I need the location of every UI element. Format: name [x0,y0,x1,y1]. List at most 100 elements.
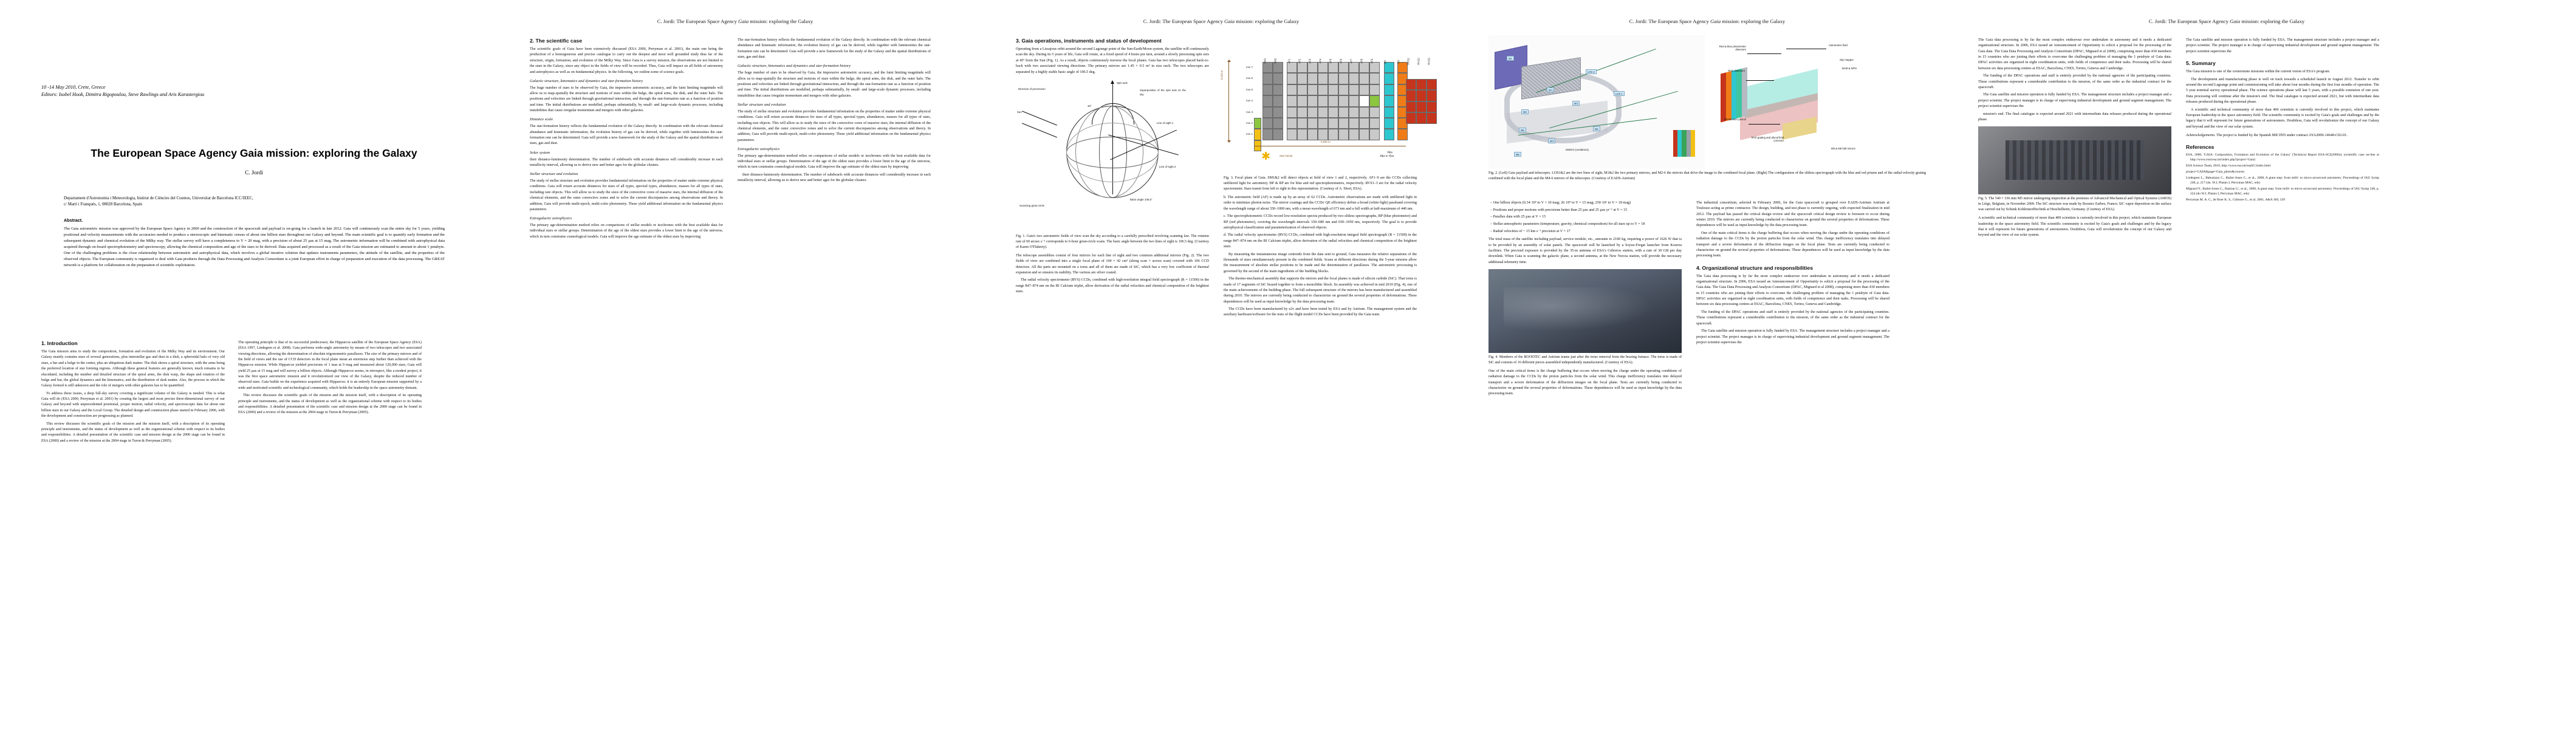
ccd-cell [1328,106,1338,118]
sun-ray-line [1022,123,1057,138]
wfs1-cell [1254,118,1261,129]
focal-plane-row-labels: row 7 row 6 row 5 row 4 row 3 row 2 row … [1235,62,1253,140]
ccd-cell [1397,73,1408,84]
ccd-cell [1349,73,1359,84]
ccd-cell [1349,95,1359,107]
ccd-cell [1262,117,1273,129]
ccd-cell [1338,106,1349,118]
label-los2: LOS 2 [1586,69,1597,74]
page-2: C. Jordi: The European Space Agency Gaia… [492,0,978,729]
ccd-cell [1328,129,1338,140]
paragraph: The Gaia satellite and mission operation… [2186,38,2379,53]
page1-column-1: 1. Introduction The Gaia mission aims to… [41,340,225,705]
ccd-cell [1338,95,1349,107]
af-column [1328,62,1338,140]
row-label: row 4 [1245,99,1253,103]
column-label: RVS3 [1427,58,1431,65]
ccd-cell [1262,73,1273,84]
ccd-cell [1338,62,1349,74]
paragraph: The primary age-determination method rel… [530,224,723,239]
bullet-text: Stellar atmospheric parameters (temperat… [1493,222,1645,227]
det-cyan [1731,69,1737,120]
ccd-cell [1369,129,1380,140]
column-label: AF4 [1318,58,1322,64]
ccd-cell [1384,84,1394,96]
header-suffix: mission: exploring the Galaxy [1721,18,1786,24]
subsection-heading: Galactic structure, kinematics and dynam… [738,64,851,69]
spin-axis-arrow-icon [1111,80,1114,84]
ccd-cell [1273,73,1283,84]
section-heading-operations: 3. Gaia operations, instruments and stat… [1016,38,1162,44]
subsection-heading: Galactic structure, kinematics and dynam… [530,78,643,83]
paragraph: The radial velocity spectrometer (RVS) C… [1016,278,1209,294]
sun-ray-line [1022,111,1057,126]
abstract-heading: Abstract. [64,217,83,223]
ccd-cell [1349,84,1359,96]
header-prefix: C. Jordi: The European Space Agency [2148,18,2230,24]
subsection-heading: Stellar structure and evolution [530,172,578,177]
subsection-heading: Extragalactic astrophysics [738,146,780,151]
reference-item: Lindegren L., Babusiaux C., Bailer-Jones… [2186,176,2379,185]
ccd-cell [1318,95,1328,107]
subsection-heading: Stellar structure and evolution [738,102,786,107]
section-heading-introduction: 1. Introduction [41,340,78,346]
paragraph: This review discusses the scientific goa… [238,394,422,415]
astrometric-field-block [1287,62,1380,140]
annot-astrometric-field: Astrometric field [1829,44,1848,47]
acknowledgements-text: The project is funded by the Spanish MIC… [2216,133,2348,137]
figure-2: M1 M'1 M'2 M2 M3 M'3 M5 M6 LOS 1 LOS 2 M… [1488,35,1926,185]
ccd-cell [1262,106,1273,118]
column-label: BP [1383,60,1387,64]
header-prefix: C. Jordi: The European Space Agency [1629,18,1711,24]
section-heading-scientific-case: 2. The scientific case [530,38,582,44]
ccd-cell [1359,106,1369,118]
ccd-cell [1406,112,1416,124]
reference-item: Mignard F., Bailer-Jones C., Bastian U.,… [2186,187,2379,196]
column-label: AF9 [1370,58,1374,64]
rvs-block [1406,79,1437,124]
ccd-cell [1406,90,1416,101]
figure-1-label-scan-circle: Scanning great circle [1019,204,1045,207]
column-label: RP [1397,60,1400,64]
column-label: AF3 [1308,58,1312,64]
af-column [1338,62,1349,140]
figure-3-focal-plane-graphic: 0,420 m row 7 row 6 row 5 row 4 row 3 ro… [1221,41,1437,174]
page-title: The European Space Agency Gaia mission: … [91,147,417,159]
ccd-cell [1307,95,1318,107]
section-heading-organization: 4. Organizational structure and responsi… [1696,264,1813,271]
sm-column [1262,62,1273,140]
figure-1-graphic: Spin axis 45° Sun Direction of precessio… [1016,78,1209,232]
subsection-heading: Distance scale [530,117,553,122]
acknowledgements-paragraph: Acknowledgements. The project is funded … [2186,133,2379,139]
paragraph: The thermo-mechanical assembly that supp… [1224,277,1417,304]
author: C. Jordi [245,170,263,176]
annot-photometer-detectors: Red & blue photometer detectors [1719,45,1746,52]
column-label: AF2 [1298,58,1301,64]
page4-column-1: – One billion objects (0.34·10⁹ to V = 1… [1488,200,1682,705]
label-m3p: M'3 [1548,139,1556,143]
ccd-cell [1287,84,1297,96]
capability-bullet-list: – One billion objects (0.34·10⁹ to V = 1… [1488,200,1682,234]
ccd-cell [1297,117,1307,129]
paragraph: b. The astrometric field (AF) is made up… [1224,196,1417,211]
header-prefix: C. Jordi: The European Space Agency [1143,18,1225,24]
paragraph: The Gaia satellite and mission operation… [1978,93,2171,109]
af-column [1318,62,1328,140]
page5-column-2: The Gaia satellite and mission operation… [2186,38,2379,706]
running-header: C. Jordi: The European Space Agency Gaia… [1950,18,2503,24]
star-transit-label: Star transit [1279,154,1293,157]
ccd-cell [1262,62,1273,74]
column-label: RVS1 [1406,58,1410,65]
affiliation-line-1: Departament d'Astronomia i Meteorologia,… [64,196,253,200]
ccd-cell [1406,101,1416,113]
row-label: row 6 [1245,77,1253,80]
conference-editors: Editors: Isobel Hook, Dimitra Rigopoulou… [41,92,205,98]
af-column [1297,62,1307,140]
axis-origin-icon: ⊗ [1385,154,1388,158]
ccd-cell [1273,95,1283,107]
reference-item: ESA Science Team, 2010, http://www.esa.i… [2186,164,2271,168]
annot-sky-mapper: Sky mapper [1840,58,1854,61]
figure-1-label-precession: Direction of precession [1018,87,1046,91]
label-m2: M2 [1593,126,1600,131]
ccd-cell [1338,84,1349,96]
